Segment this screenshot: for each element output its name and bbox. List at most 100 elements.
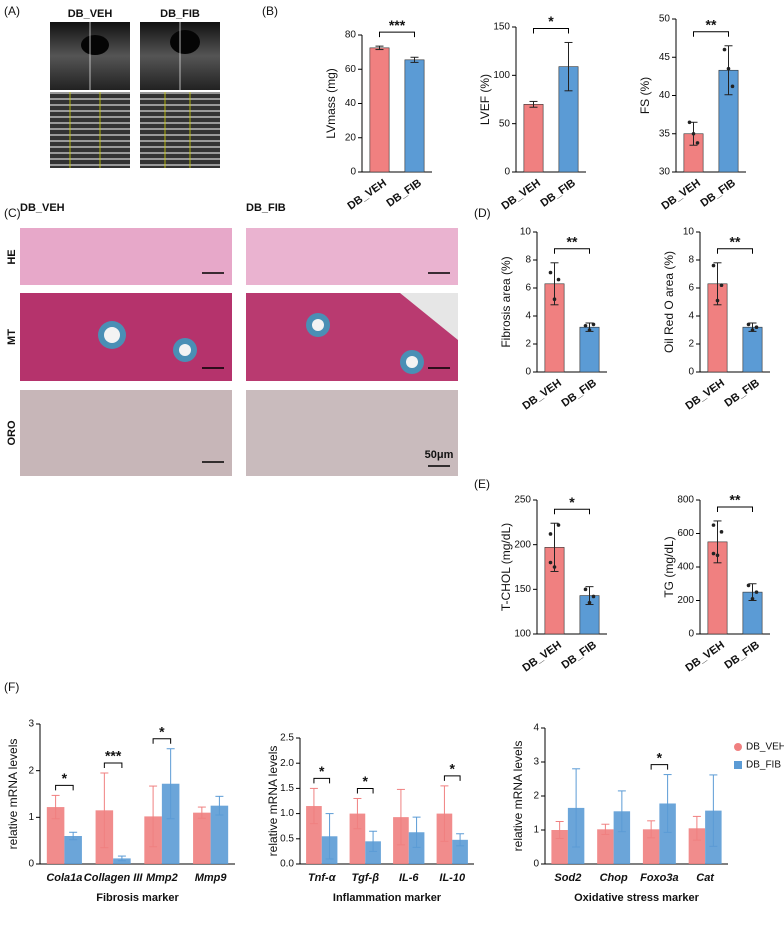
significance-bracket	[379, 31, 415, 38]
bar	[46, 807, 65, 864]
data-point	[695, 141, 700, 145]
y-axis-label: relative mRNA levels	[266, 746, 280, 857]
significance-bracket	[313, 777, 331, 784]
x-tick-label: DB_VEH	[683, 377, 726, 412]
y-tick-label: 0	[533, 859, 539, 870]
x-tick-label: DB_VEH	[683, 639, 726, 674]
data-point	[746, 322, 751, 327]
bar	[688, 828, 706, 864]
y-tick-label: 35	[659, 128, 671, 139]
y-tick-label: 6	[525, 283, 531, 294]
significance-label: ***	[389, 17, 406, 33]
y-tick-label: 80	[345, 30, 357, 41]
bar	[306, 806, 322, 864]
y-tick-label: 1.0	[280, 808, 294, 819]
x-tick-label: DB_FIB	[538, 177, 577, 210]
data-point	[591, 322, 596, 327]
x-tick-label: DB_VEH	[345, 177, 388, 212]
y-tick-label: 100	[493, 70, 510, 81]
significance-label: **	[730, 492, 741, 508]
y-tick-label: 0	[688, 367, 694, 378]
column-label: DB_VEH	[68, 8, 113, 20]
bar	[613, 811, 631, 864]
data-point	[750, 597, 755, 601]
y-tick-label: 3	[28, 719, 34, 730]
y-tick-label: 0	[28, 859, 34, 870]
bar	[404, 59, 425, 173]
bar	[349, 813, 366, 864]
y-tick-label: 2	[688, 339, 694, 350]
x-axis-label: Oxidative stress marker	[574, 892, 699, 904]
x-tick-label: DB_FIB	[698, 177, 737, 210]
y-tick-label: 1	[28, 812, 34, 823]
y-tick-label: 600	[677, 528, 694, 539]
y-tick-label: 40	[345, 98, 357, 109]
y-tick-label: 60	[345, 64, 357, 75]
bar	[161, 783, 180, 864]
y-axis-label: Fibrosis area (%)	[499, 256, 513, 347]
data-point	[552, 297, 557, 302]
y-tick-label: 10	[520, 227, 532, 238]
bar	[659, 803, 676, 864]
y-tick-label: 2	[533, 791, 539, 802]
x-tick-label: IL-6	[399, 872, 419, 884]
x-tick-label: IL-10	[439, 872, 466, 884]
y-axis-label: LVEF (%)	[478, 74, 492, 125]
y-tick-label: 0.0	[280, 859, 294, 870]
data-point	[552, 565, 557, 569]
significance-bracket	[717, 506, 753, 512]
echo-image	[50, 22, 220, 168]
bar	[210, 805, 229, 864]
y-tick-label: 0.5	[280, 833, 294, 844]
data-point	[687, 120, 692, 125]
significance-bracket	[152, 738, 172, 744]
legend-marker	[734, 761, 742, 769]
y-axis-label: relative mRNA levels	[6, 739, 20, 850]
significance-label: *	[62, 770, 68, 786]
data-point	[719, 530, 724, 534]
data-point	[750, 328, 755, 332]
y-tick-label: 200	[677, 595, 694, 606]
data-point	[548, 532, 553, 536]
bar	[193, 812, 211, 864]
y-tick-label: 1.5	[280, 783, 294, 794]
significance-label: **	[567, 234, 578, 250]
y-tick-label: 0	[688, 629, 694, 640]
data-point	[711, 551, 716, 556]
bar	[742, 326, 763, 373]
y-tick-label: 100	[514, 629, 531, 640]
x-tick-label: Mmp9	[195, 872, 228, 884]
y-tick-label: 8	[688, 255, 694, 266]
y-tick-label: 3	[533, 757, 539, 768]
significance-label: ***	[105, 748, 122, 764]
y-tick-label: 800	[677, 495, 694, 506]
significance-label: *	[363, 773, 369, 789]
data-point	[583, 587, 588, 592]
significance-label: **	[706, 16, 717, 32]
y-tick-label: 2.0	[280, 758, 294, 769]
y-tick-label: 0	[350, 167, 356, 178]
significance-bracket	[554, 248, 590, 254]
data-point	[587, 600, 592, 605]
legend-marker	[734, 743, 742, 751]
y-axis-label: FS (%)	[638, 77, 652, 114]
significance-label: *	[657, 749, 663, 765]
data-point	[722, 47, 727, 52]
significance-label: *	[569, 494, 575, 510]
data-point	[715, 553, 720, 558]
panel-label: (D)	[474, 206, 491, 220]
panel-label: (E)	[474, 477, 490, 491]
y-tick-label: 150	[514, 584, 531, 595]
y-tick-label: 50	[499, 118, 511, 129]
y-tick-label: 20	[345, 132, 357, 143]
data-point	[556, 277, 561, 282]
x-tick-label: DB_FIB	[559, 639, 598, 672]
y-tick-label: 10	[683, 227, 695, 238]
y-axis-label: relative mRNA levels	[511, 741, 525, 852]
x-tick-label: Cola1a	[46, 872, 82, 884]
panel-label: (C)	[4, 206, 21, 220]
bar	[551, 830, 568, 864]
row-label: ORO	[6, 420, 18, 446]
bar	[579, 326, 600, 373]
significance-bracket	[693, 31, 729, 37]
